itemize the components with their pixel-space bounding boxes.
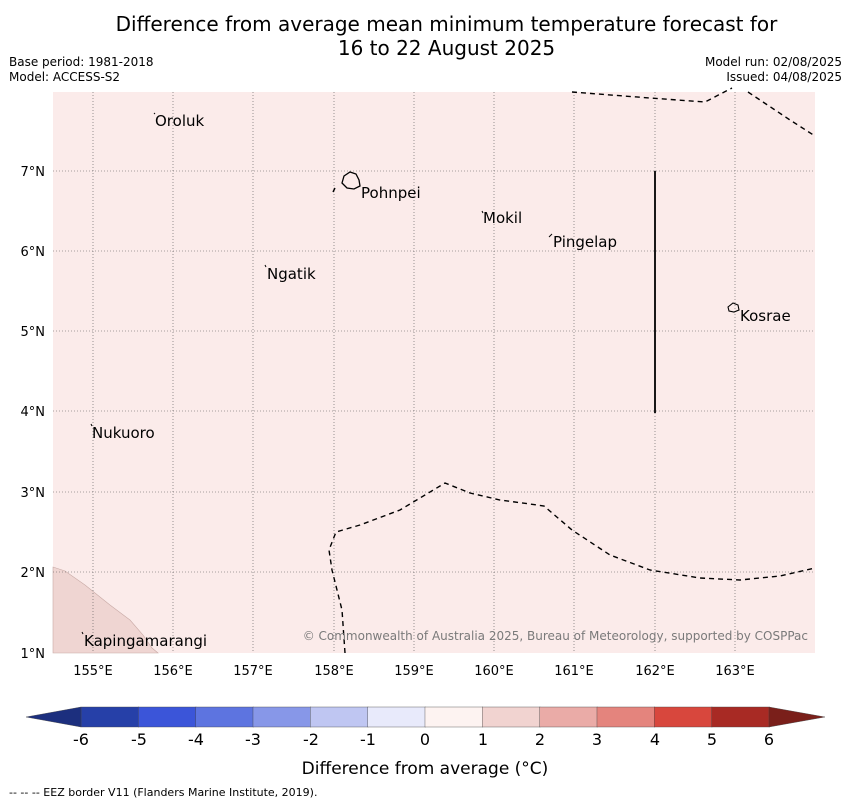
- colorbar-segment: [539, 706, 598, 728]
- colorbar-segment: [367, 706, 426, 728]
- issued-date: Issued: 04/08/2025: [726, 70, 842, 84]
- title-line-1: Difference from average mean minimum tem…: [115, 12, 778, 36]
- colorbar-tick: -2: [303, 730, 319, 749]
- meta-right: Model run: 02/08/2025 Issued: 04/08/2025: [705, 55, 842, 85]
- colorbar-segment: [424, 706, 484, 728]
- lon-label: 156°E: [153, 664, 193, 679]
- lon-label: 162°E: [635, 664, 675, 679]
- model-run: Model run: 02/08/2025: [704, 55, 842, 69]
- colorbar-tick: 2: [535, 730, 545, 749]
- lon-label: 158°E: [314, 664, 354, 679]
- eez-footer-note: -- -- -- EEZ border V11 (Flanders Marine…: [9, 786, 318, 799]
- colorbar-segment: [711, 706, 770, 728]
- colorbar-segment: [80, 706, 140, 728]
- place-label-pingelap: Pingelap: [553, 233, 617, 251]
- colorbar-tick: 6: [764, 730, 774, 749]
- colorbar-tick: 1: [478, 730, 488, 749]
- colorbar-segment: [252, 706, 312, 728]
- colorbar-segment: [482, 706, 541, 728]
- lat-label: 3°N: [21, 486, 46, 501]
- lat-label: 2°N: [21, 566, 46, 581]
- lat-label: 1°N: [21, 647, 46, 662]
- place-label-pohnpei: Pohnpei: [361, 184, 421, 202]
- lat-label: 6°N: [21, 245, 46, 260]
- place-labels: Oroluk Pohnpei Mokil Pingelap Ngatik Kos…: [84, 112, 791, 650]
- lon-label: 159°E: [394, 664, 434, 679]
- colorbar: [25, 706, 826, 728]
- colorbar-tick: -5: [131, 730, 147, 749]
- anomaly-patch: [52, 566, 159, 654]
- colorbar-tick: -4: [188, 730, 204, 749]
- lat-label: 4°N: [21, 405, 46, 420]
- colorbar-under-arrow: [25, 706, 82, 728]
- model-name: Model: ACCESS-S2: [9, 70, 121, 84]
- colorbar-segment: [310, 706, 369, 728]
- map-background: [53, 92, 815, 653]
- lat-label: 7°N: [21, 165, 46, 180]
- colorbar-tick: 4: [650, 730, 660, 749]
- place-label-kosrae: Kosrae: [740, 307, 791, 325]
- lon-label: 155°E: [73, 664, 113, 679]
- colorbar-segment: [195, 706, 254, 728]
- place-label-nukuoro: Nukuoro: [92, 424, 155, 442]
- lon-label: 157°E: [233, 664, 273, 679]
- colorbar-tick: 0: [420, 730, 430, 749]
- colorbar-segment: [654, 706, 713, 728]
- eez-borders: [328, 87, 816, 654]
- island-kosrae: [727, 302, 740, 313]
- title-line-2: 16 to 22 August 2025: [337, 36, 556, 60]
- latitude-labels: 7°N 6°N 5°N 4°N 3°N 2°N 1°N: [21, 165, 46, 662]
- lon-label: 161°E: [554, 664, 594, 679]
- colorbar-segment: [596, 706, 655, 728]
- place-label-kapingamarangi: Kapingamarangi: [84, 632, 207, 650]
- colorbar-tick: 5: [707, 730, 717, 749]
- colorbar-tick-labels: -6 -5 -4 -3 -2 -1 0 1 2 3 4 5 6: [73, 730, 774, 749]
- island-dots: [81, 112, 553, 635]
- colorbar-over-arrow: [768, 706, 826, 728]
- meta-left: Base period: 1981-2018 Model: ACCESS-S2: [9, 55, 154, 85]
- lat-label: 5°N: [21, 325, 46, 340]
- colorbar-tick: 3: [592, 730, 602, 749]
- place-label-oroluk: Oroluk: [155, 112, 204, 130]
- place-label-ngatik: Ngatik: [267, 265, 316, 283]
- colorbar-tick: -6: [73, 730, 89, 749]
- chart-title: Difference from average mean minimum tem…: [0, 12, 850, 60]
- island-pohnpei: [341, 171, 361, 190]
- colorbar-title: Difference from average (°C): [302, 759, 549, 779]
- longitude-labels: 155°E 156°E 157°E 158°E 159°E 160°E 161°…: [73, 664, 755, 679]
- place-label-mokil: Mokil: [483, 209, 522, 227]
- colorbar-tick: -1: [360, 730, 376, 749]
- base-period: Base period: 1981-2018: [9, 55, 154, 69]
- copyright-notice: © Commonwealth of Australia 2025, Bureau…: [303, 629, 808, 643]
- colorbar-tick: -3: [245, 730, 261, 749]
- lon-label: 160°E: [474, 664, 514, 679]
- lon-label: 163°E: [715, 664, 755, 679]
- colorbar-segment: [138, 706, 197, 728]
